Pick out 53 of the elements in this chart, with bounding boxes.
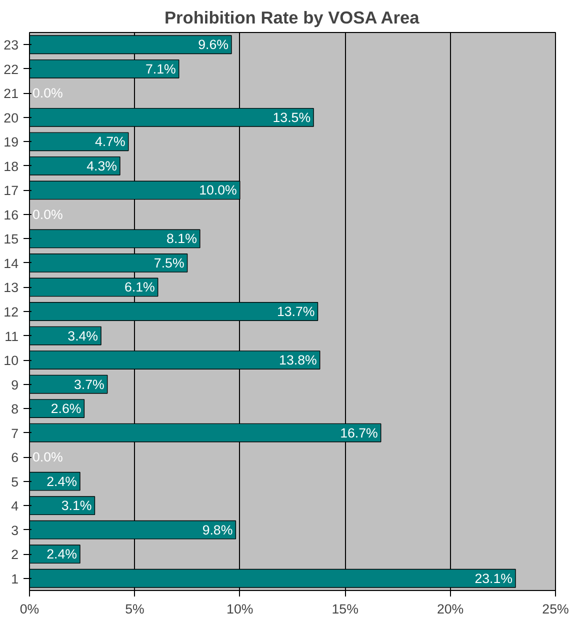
y-tick-label: 19 xyxy=(4,134,19,150)
data-label: 0.0% xyxy=(32,86,64,101)
y-tick-label: 20 xyxy=(4,110,19,126)
data-label: 2.4% xyxy=(46,474,78,489)
y-tick-label: 2 xyxy=(11,547,19,562)
data-label: 4.3% xyxy=(86,158,118,174)
chart-title: Prohibition Rate by VOSA Area xyxy=(164,8,420,28)
data-label: 9.6% xyxy=(198,37,229,52)
x-tick-label: 5% xyxy=(125,602,144,616)
y-tick-label: 10 xyxy=(4,353,19,368)
y-tick-label: 5 xyxy=(11,474,19,490)
x-tick-label: 15% xyxy=(332,602,359,616)
y-tick-label: 6 xyxy=(11,450,19,466)
data-label: 6.1% xyxy=(124,280,155,295)
y-tick-label: 4 xyxy=(11,498,20,514)
data-label: 4.7% xyxy=(95,134,126,150)
data-label: 13.5% xyxy=(272,110,311,125)
x-tick-label: 10% xyxy=(226,602,254,616)
data-label: 2.6% xyxy=(50,401,82,416)
y-tick-label: 18 xyxy=(4,158,19,174)
data-label: 23.1% xyxy=(474,570,513,586)
y-tick-label: 11 xyxy=(4,328,19,344)
y-tick-label: 12 xyxy=(4,304,19,320)
data-label: 13.8% xyxy=(279,352,317,368)
y-tick-label: 1 xyxy=(11,571,19,586)
data-label: 9.8% xyxy=(202,522,233,538)
y-tick-label: 3 xyxy=(11,522,19,538)
y-tick-label: 9 xyxy=(11,377,19,392)
data-label: 0.0% xyxy=(32,206,64,222)
y-tick-label: 16 xyxy=(4,207,19,222)
x-tick-label: 25% xyxy=(542,602,569,616)
data-label: 10.0% xyxy=(199,182,238,198)
data-label: 3.4% xyxy=(68,328,98,344)
y-tick-label: 21 xyxy=(4,86,19,102)
data-label: 13.7% xyxy=(276,304,315,319)
y-tick-label: 14 xyxy=(4,256,20,271)
data-label: 7.1% xyxy=(146,61,176,76)
x-tick-label: 0% xyxy=(20,602,40,616)
y-tick-label: 7 xyxy=(11,426,19,441)
x-tick-label: 20% xyxy=(436,602,464,616)
data-label: 3.1% xyxy=(61,498,92,514)
data-label: 7.5% xyxy=(154,255,184,270)
y-tick-label: 17 xyxy=(4,183,19,198)
y-tick-label: 23 xyxy=(4,38,19,53)
data-label: 2.4% xyxy=(46,546,78,562)
y-tick-label: 8 xyxy=(11,402,19,417)
y-tick-label: 13 xyxy=(4,280,19,296)
data-label: 16.7% xyxy=(340,425,378,440)
data-label: 3.7% xyxy=(74,376,104,392)
y-tick-label: 22 xyxy=(4,62,19,77)
data-label: 0.0% xyxy=(32,450,64,465)
y-tick-label: 15 xyxy=(4,232,19,247)
data-label: 8.1% xyxy=(166,231,198,246)
